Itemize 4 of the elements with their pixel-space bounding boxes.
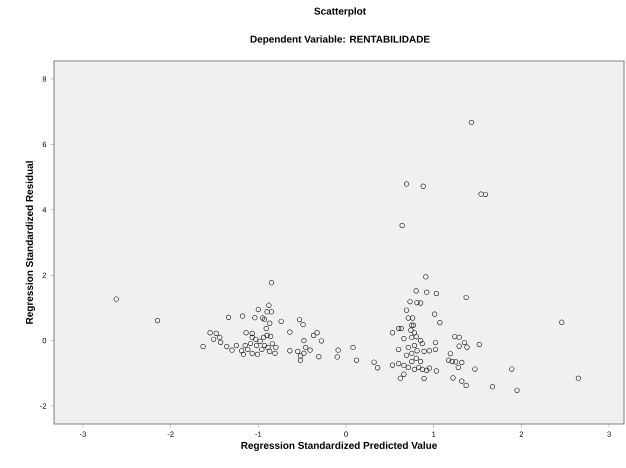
y-axis-title: Regression Standardized Residual (26, 161, 36, 324)
chart-title: Scatterplot (314, 7, 366, 17)
x-axis-title: Regression Standardized Predicted Value (241, 442, 437, 451)
chart-subtitle: Dependent Variable: RENTABILIDADE (250, 35, 430, 45)
